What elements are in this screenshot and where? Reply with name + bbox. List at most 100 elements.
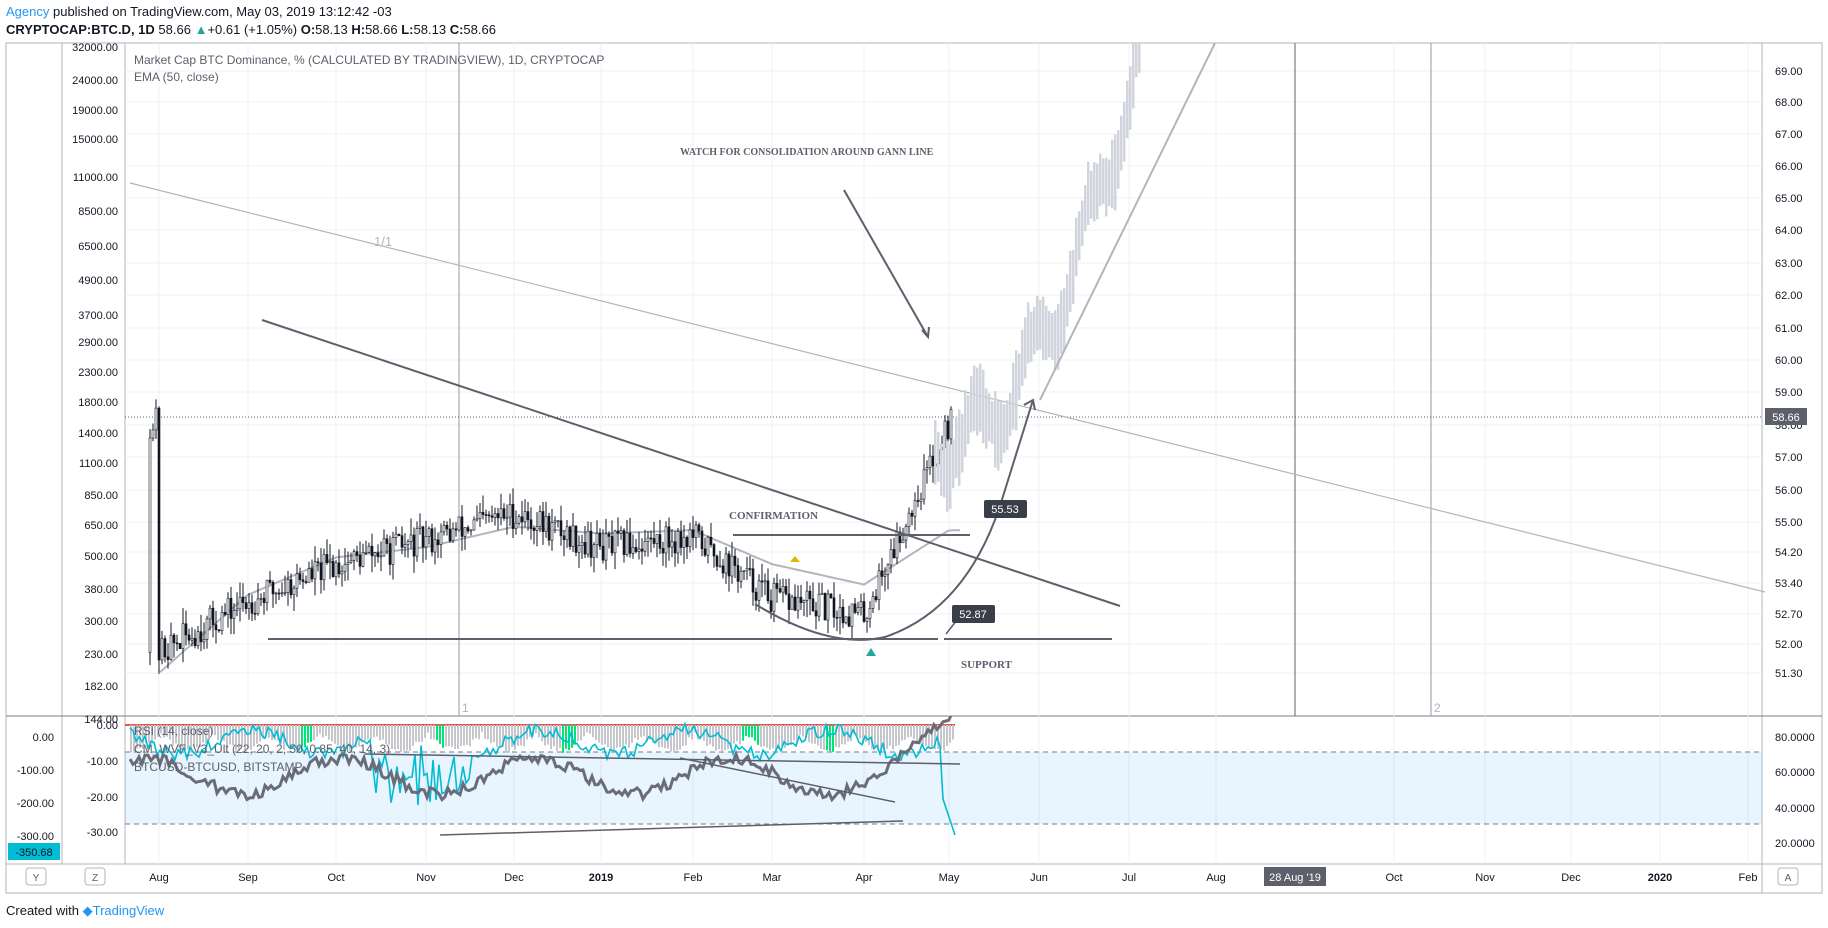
candle-body bbox=[244, 602, 248, 609]
wvf-bar bbox=[802, 725, 804, 737]
candle-body bbox=[379, 555, 383, 558]
candle-body bbox=[424, 536, 428, 548]
wvf-bar bbox=[520, 725, 522, 746]
wvf-bar bbox=[883, 725, 885, 753]
candle-body bbox=[286, 579, 290, 593]
y-button[interactable] bbox=[25, 867, 47, 886]
left-price-axis[interactable]: 32000.00 24000.00 19000.00 15000.00 11000.00… bbox=[72, 42, 118, 726]
candle-body bbox=[922, 469, 926, 500]
candle-body bbox=[778, 588, 782, 593]
wvf-legend: CM_WVF_V3_Ult (22, 20, 2, 50, 0.85, 40, … bbox=[134, 742, 390, 756]
projection-bar bbox=[1108, 159, 1111, 207]
wvf-bar bbox=[649, 725, 651, 740]
close-label: C: bbox=[449, 22, 464, 37]
left-axis-tick: 32000.00 bbox=[72, 42, 118, 54]
wvf-bar bbox=[223, 725, 225, 741]
time-axis[interactable]: Aug Sep Oct Nov Dec 2019 Feb Mar Apr May Jun Jul Aug… bbox=[149, 872, 1757, 884]
wvf-bar bbox=[361, 725, 363, 743]
wvf-bar bbox=[427, 725, 429, 733]
wvf-bar bbox=[214, 725, 216, 736]
candle-body bbox=[499, 508, 503, 519]
candle-body bbox=[772, 582, 776, 612]
candle-body bbox=[322, 554, 326, 581]
candle-body bbox=[490, 515, 494, 518]
right-axis-tick: 51.30 bbox=[1775, 668, 1803, 680]
candle-body bbox=[649, 537, 653, 540]
wvf-bar bbox=[151, 725, 153, 744]
candle-body bbox=[802, 600, 806, 603]
wvf-bar bbox=[796, 725, 798, 742]
candle-body bbox=[829, 593, 833, 599]
projection-bar bbox=[1078, 211, 1081, 261]
left-axis-tick: 2900.00 bbox=[78, 337, 118, 349]
candle-body bbox=[907, 512, 911, 527]
candle-body bbox=[403, 544, 407, 548]
candle-body bbox=[850, 603, 854, 627]
wvf-bar bbox=[418, 725, 420, 743]
wvf-bar bbox=[787, 725, 789, 746]
candle-body bbox=[280, 592, 284, 595]
wvf-bar bbox=[682, 725, 684, 747]
candle-body bbox=[316, 561, 320, 564]
wvf-bar bbox=[943, 725, 945, 751]
candle-body bbox=[844, 616, 848, 624]
projection-bar bbox=[1132, 43, 1135, 109]
candle-body bbox=[634, 547, 638, 552]
wvf-bar bbox=[379, 725, 381, 741]
wvf-bar bbox=[352, 725, 354, 747]
candle-body bbox=[529, 519, 533, 529]
candle-body bbox=[226, 597, 230, 615]
lower-left-tick: -300.00 bbox=[17, 831, 54, 843]
candle-body bbox=[400, 535, 404, 548]
tradingview-logo-icon[interactable]: ◆ bbox=[82, 903, 93, 918]
candle-body bbox=[769, 600, 773, 612]
candle-body bbox=[784, 586, 788, 595]
projection-bar bbox=[1036, 295, 1039, 351]
projection-bar bbox=[1048, 311, 1051, 358]
candle-body bbox=[577, 545, 581, 553]
candle-body bbox=[586, 530, 590, 555]
wvf-bar bbox=[376, 725, 378, 737]
wvf-bar bbox=[430, 725, 432, 740]
wvf-bar bbox=[220, 725, 222, 742]
left-axis-tick: 24000.00 bbox=[72, 75, 118, 87]
wvf-bar bbox=[790, 725, 792, 746]
right-axis-tick: 66.00 bbox=[1775, 161, 1803, 173]
publisher-link[interactable]: Agency bbox=[6, 4, 50, 19]
z-button[interactable] bbox=[84, 867, 106, 886]
candle-body bbox=[871, 596, 875, 609]
candle-body bbox=[451, 528, 455, 542]
z-button-label[interactable]: Z bbox=[92, 873, 98, 884]
a-button-label[interactable]: A bbox=[1785, 873, 1792, 884]
candle-body bbox=[709, 536, 713, 545]
gann-line bbox=[129, 182, 1765, 593]
candle-body bbox=[817, 594, 821, 617]
candle-body bbox=[736, 565, 740, 582]
wvf-bar bbox=[370, 725, 372, 740]
wvf-bar bbox=[931, 725, 933, 748]
candle-body bbox=[247, 602, 251, 609]
wvf-bar bbox=[304, 725, 306, 748]
wvf-bar bbox=[880, 725, 882, 750]
wvf-bar bbox=[916, 725, 918, 743]
right-price-axis[interactable]: 69.00 68.00 67.00 66.00 65.00 64.00 63.00 62.00… bbox=[1775, 66, 1803, 680]
projection-bar bbox=[1006, 400, 1009, 451]
candle-body bbox=[358, 555, 362, 567]
a-button[interactable] bbox=[1777, 867, 1799, 886]
wvf-bar bbox=[742, 725, 744, 741]
y-button-label[interactable]: Y bbox=[33, 873, 40, 884]
left-axis-tick: 8500.00 bbox=[78, 206, 118, 218]
wvf-bar bbox=[475, 725, 477, 739]
candle-body bbox=[190, 637, 194, 641]
candle-body bbox=[583, 542, 587, 555]
lower-right-tick: 80.0000 bbox=[1775, 732, 1815, 744]
wvf-bar bbox=[652, 725, 654, 744]
lower-left-tick: -100.00 bbox=[17, 765, 54, 777]
wvf-bar bbox=[412, 725, 414, 746]
tradingview-link[interactable]: TradingView bbox=[92, 903, 165, 918]
lower-axes[interactable]: 0.00 -100.00 -200.00 -300.00 0.00 -10.00 -20.0… bbox=[17, 720, 1815, 850]
wvf-bar bbox=[739, 725, 741, 745]
candle-body bbox=[505, 516, 509, 519]
wvf-bar bbox=[655, 725, 657, 743]
